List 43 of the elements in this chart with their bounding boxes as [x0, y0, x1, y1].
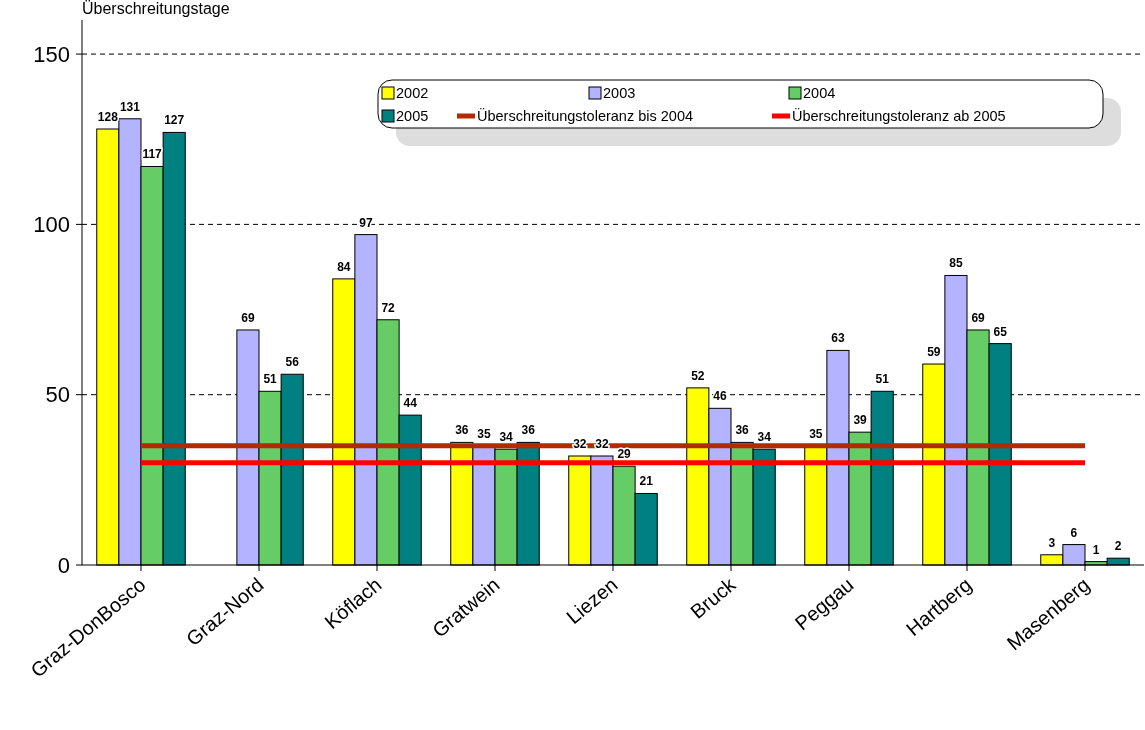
data-label: 127: [164, 113, 185, 128]
data-label: 36: [735, 423, 750, 438]
legend-label: 2005: [396, 108, 429, 125]
y-tick-label: 0: [57, 552, 70, 578]
data-label: 65: [993, 324, 1008, 339]
data-label: 51: [263, 372, 278, 387]
y-tick-label: 100: [33, 212, 70, 238]
y-axis-title: Überschreitungstage: [82, 0, 230, 17]
data-label: 39: [853, 413, 868, 428]
data-label: 59: [927, 345, 941, 360]
data-label: 52: [691, 368, 705, 383]
y-tick-label: 50: [45, 382, 70, 408]
legend-label: 2002: [396, 85, 429, 102]
data-label: 117: [142, 147, 163, 162]
data-label: 63: [831, 331, 845, 346]
legend-label: Überschreitungstoleranz bis 2004: [477, 107, 694, 125]
data-label: 84: [337, 259, 351, 274]
data-label: 2: [1114, 539, 1122, 554]
data-label: 51: [875, 372, 890, 387]
data-label: 69: [971, 310, 986, 325]
legend-label: 2004: [803, 85, 836, 102]
data-label: 72: [381, 300, 396, 315]
data-label: 35: [477, 426, 491, 441]
data-label: 36: [455, 423, 469, 438]
data-label: 85: [949, 256, 963, 271]
y-tick-label: 150: [33, 41, 70, 67]
data-label: 128: [97, 110, 119, 124]
data-label: 44: [403, 396, 418, 411]
data-label: 56: [285, 355, 300, 370]
data-label: 3: [1048, 535, 1056, 550]
data-label: 36: [521, 423, 536, 438]
data-label: 21: [639, 474, 654, 489]
data-label: 29: [617, 447, 632, 462]
data-label: 97: [359, 215, 373, 230]
data-label: 35: [809, 426, 823, 441]
legend-label: 2003: [603, 85, 636, 102]
data-label: 69: [241, 310, 255, 325]
legend-label: Überschreitungstoleranz ab 2005: [792, 107, 1006, 125]
data-label: 1: [1092, 542, 1100, 557]
data-label: 34: [757, 430, 772, 445]
data-label: 34: [499, 430, 514, 445]
data-label: 6: [1070, 525, 1078, 540]
data-label: 131: [119, 99, 141, 114]
